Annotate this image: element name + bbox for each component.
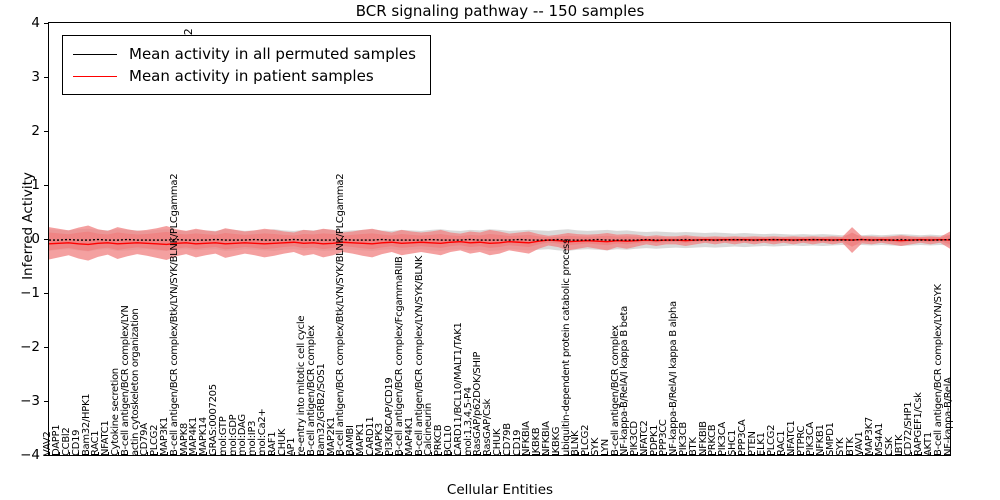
y-tick-mark	[44, 77, 48, 78]
y-tick-mark	[44, 293, 48, 294]
y-tick-mark	[44, 401, 48, 402]
series-line	[49, 238, 950, 246]
y-tick-label: 0	[31, 231, 40, 247]
y-tick-mark	[44, 131, 48, 132]
legend-entry-permuted: Mean activity in all permuted samples	[73, 43, 416, 65]
y-tick-label: 3	[31, 69, 40, 85]
y-tick-mark	[44, 347, 48, 348]
y-axis-ticks: −4 −3 −2 −1 0 1 2 3 4	[0, 0, 48, 500]
y-tick-label: 2	[31, 123, 40, 139]
legend-swatch-patient	[73, 75, 117, 77]
chart-legend: Mean activity in all permuted samples Me…	[62, 35, 431, 95]
plot-svg	[49, 225, 950, 261]
legend-label-permuted: Mean activity in all permuted samples	[129, 45, 416, 63]
y-tick-label: −1	[20, 285, 40, 301]
legend-swatch-permuted	[73, 53, 117, 55]
y-tick-label: −4	[20, 447, 40, 463]
y-tick-mark	[44, 455, 48, 456]
legend-entry-patient: Mean activity in patient samples	[73, 65, 416, 87]
legend-label-patient: Mean activity in patient samples	[129, 67, 374, 85]
y-tick-label: −2	[20, 339, 40, 355]
y-tick-mark	[44, 185, 48, 186]
y-tick-label: 4	[31, 15, 40, 31]
y-tick-label: 1	[31, 177, 40, 193]
chart-title: BCR signaling pathway -- 150 samples	[355, 2, 645, 20]
confidence-band-inner	[49, 231, 950, 251]
y-tick-mark	[44, 23, 48, 24]
x-axis-label: Cellular Entities	[446, 482, 554, 498]
y-tick-label: −3	[20, 393, 40, 409]
y-tick-mark	[44, 239, 48, 240]
